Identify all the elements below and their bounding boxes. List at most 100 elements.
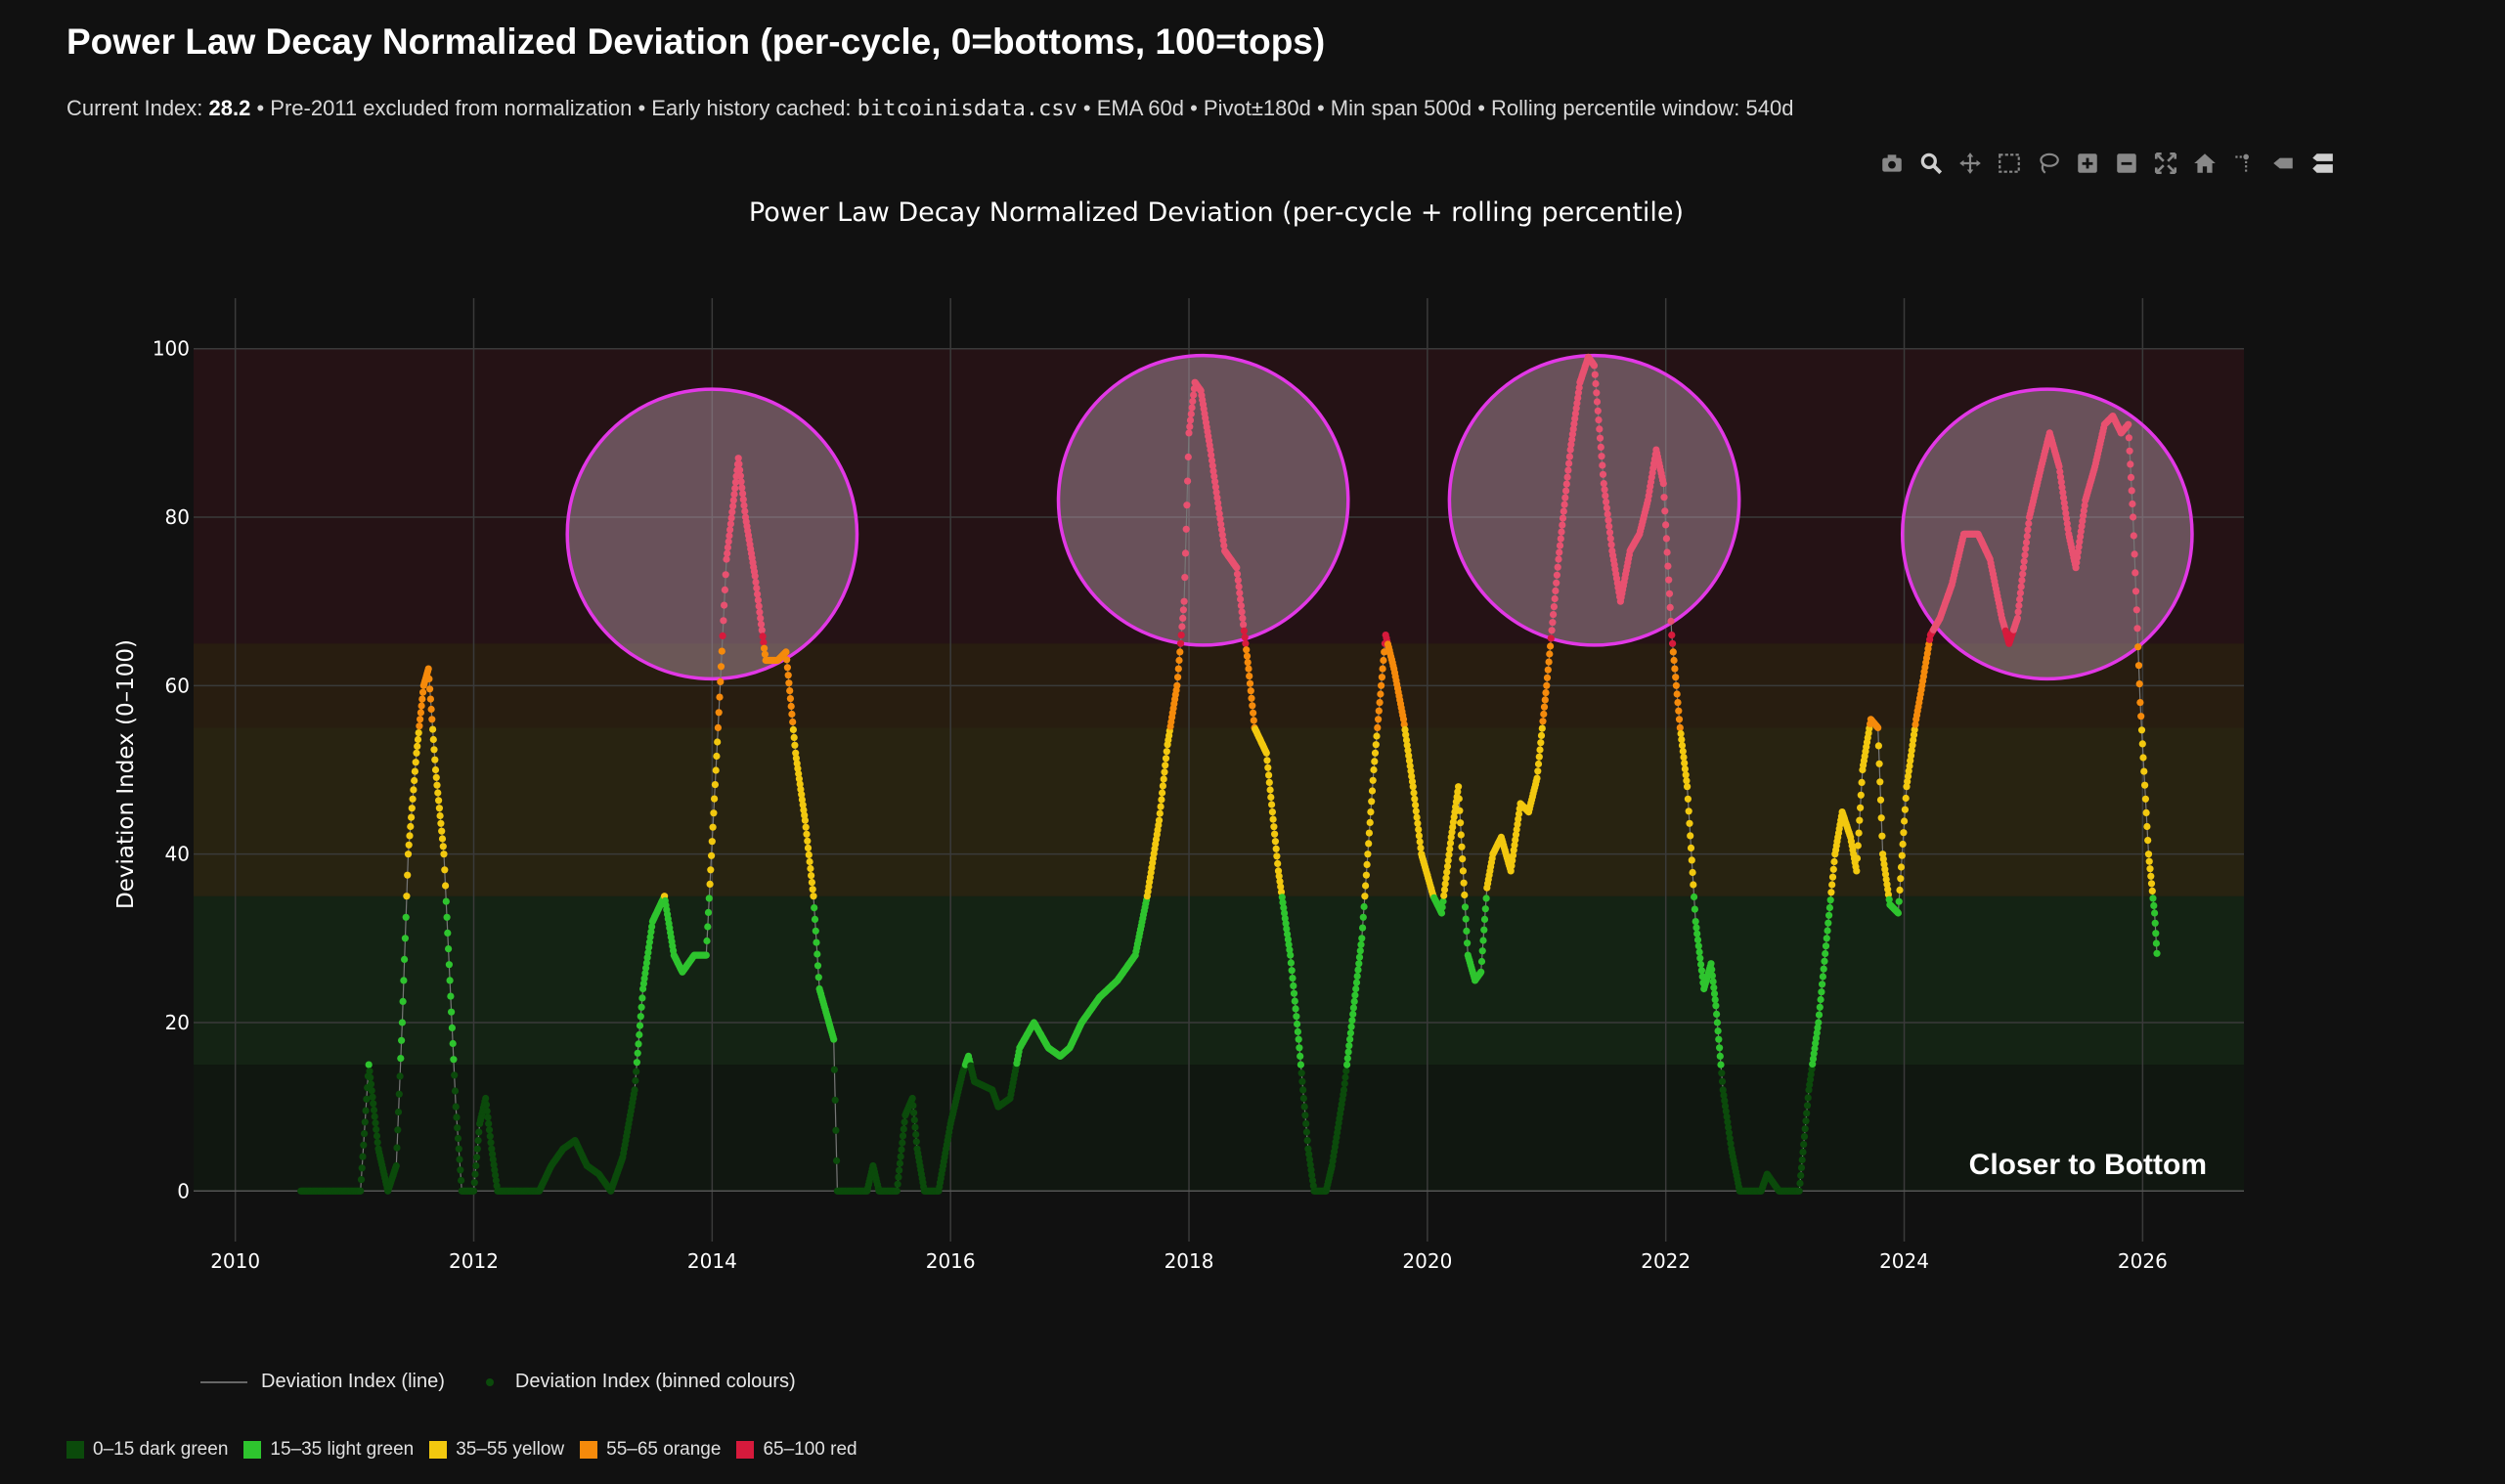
series-marker bbox=[1463, 927, 1471, 936]
lasso-select-icon[interactable] bbox=[2034, 149, 2063, 178]
x-tick-label: 2010 bbox=[210, 1249, 260, 1273]
series-marker bbox=[454, 1134, 462, 1143]
series-marker bbox=[1710, 983, 1718, 991]
series-marker bbox=[425, 675, 433, 683]
series-marker bbox=[458, 1176, 465, 1185]
series-marker bbox=[1438, 903, 1446, 911]
series-marker bbox=[1268, 801, 1276, 808]
series-marker bbox=[1210, 472, 1218, 480]
series-marker bbox=[830, 1035, 838, 1043]
series-marker bbox=[2022, 545, 2030, 552]
bin-label: 55–65 orange bbox=[606, 1439, 722, 1460]
reset-axes-icon[interactable] bbox=[2190, 149, 2219, 178]
series-marker bbox=[1274, 859, 1282, 868]
series-marker bbox=[358, 1164, 366, 1172]
series-marker bbox=[2025, 519, 2033, 528]
y-tick-label: 100 bbox=[153, 337, 190, 361]
series-marker bbox=[2018, 577, 2026, 585]
legend-item-binned[interactable]: Deviation Index (binned colours) bbox=[478, 1371, 796, 1393]
series-marker bbox=[632, 1076, 639, 1085]
series-marker bbox=[1343, 1055, 1351, 1063]
series-marker bbox=[1672, 674, 1680, 681]
autoscale-icon[interactable] bbox=[2151, 149, 2180, 178]
spike-lines-icon[interactable] bbox=[2229, 149, 2259, 178]
series-marker bbox=[392, 1161, 400, 1170]
series-marker bbox=[1904, 777, 1912, 786]
series-marker bbox=[1346, 1035, 1354, 1043]
series-marker bbox=[1283, 925, 1291, 933]
series-marker bbox=[1208, 457, 1216, 464]
series-marker bbox=[1439, 897, 1447, 905]
zoom-out-icon[interactable] bbox=[2112, 149, 2141, 178]
zoom-in-icon[interactable] bbox=[2073, 149, 2102, 178]
series-marker bbox=[644, 948, 652, 957]
series-marker bbox=[1362, 882, 1370, 890]
series-marker bbox=[1681, 760, 1689, 767]
series-marker bbox=[795, 769, 803, 778]
series-marker bbox=[2062, 514, 2071, 522]
series-marker bbox=[448, 1008, 456, 1016]
legend-item-line[interactable]: Deviation Index (line) bbox=[200, 1371, 445, 1393]
series-marker bbox=[1213, 494, 1221, 502]
series-marker bbox=[1181, 574, 1189, 582]
series-marker bbox=[1684, 795, 1692, 803]
series-marker bbox=[1662, 521, 1670, 529]
hover-closest-icon[interactable] bbox=[2268, 149, 2298, 178]
series-marker bbox=[1477, 968, 1485, 976]
series-marker bbox=[1399, 716, 1408, 723]
series-marker bbox=[1806, 1081, 1814, 1089]
series-marker bbox=[1512, 836, 1519, 844]
series-marker bbox=[1899, 840, 1907, 849]
series-marker bbox=[1186, 422, 1194, 430]
series-marker bbox=[1163, 748, 1170, 756]
series-marker bbox=[1371, 758, 1379, 765]
status-details: • Pre-2011 excluded from normalization •… bbox=[250, 96, 857, 120]
series-marker bbox=[1683, 777, 1691, 785]
series-marker bbox=[418, 702, 425, 710]
series-marker bbox=[754, 596, 763, 604]
series-marker bbox=[1243, 646, 1251, 654]
series-marker bbox=[1440, 886, 1449, 894]
series-marker bbox=[411, 767, 418, 775]
series-marker bbox=[408, 813, 416, 821]
series-marker bbox=[1359, 924, 1367, 932]
series-marker bbox=[2017, 583, 2025, 590]
series-marker bbox=[407, 822, 415, 831]
series-marker bbox=[442, 897, 450, 905]
series-marker bbox=[1349, 1004, 1357, 1012]
series-marker bbox=[1599, 470, 1607, 478]
series-marker bbox=[1796, 1179, 1804, 1187]
zoom-icon[interactable] bbox=[1916, 149, 1946, 178]
hover-compare-icon[interactable] bbox=[2307, 149, 2337, 178]
series-marker bbox=[1282, 920, 1290, 928]
series-marker bbox=[1567, 441, 1575, 449]
camera-icon[interactable] bbox=[1877, 149, 1907, 178]
series-marker bbox=[1266, 786, 1274, 794]
series-marker bbox=[368, 1087, 375, 1095]
series-marker bbox=[753, 585, 761, 592]
series-marker bbox=[1455, 795, 1463, 803]
series-marker bbox=[438, 835, 447, 843]
series-marker bbox=[1296, 1044, 1303, 1052]
series-marker bbox=[702, 951, 710, 959]
series-marker bbox=[1681, 765, 1689, 773]
series-marker bbox=[453, 1113, 461, 1121]
series-marker bbox=[1446, 845, 1454, 853]
series-marker bbox=[1717, 1061, 1725, 1069]
series-marker bbox=[1176, 639, 1185, 647]
series-marker bbox=[1400, 720, 1408, 728]
series-marker bbox=[783, 664, 792, 672]
series-marker bbox=[1509, 856, 1516, 864]
box-select-icon[interactable] bbox=[1995, 149, 2024, 178]
series-marker bbox=[417, 716, 424, 723]
series-deviation-index[interactable] bbox=[297, 353, 2161, 1195]
series-marker bbox=[1461, 891, 1469, 899]
series-marker bbox=[1590, 362, 1599, 370]
series-marker bbox=[1821, 957, 1828, 965]
series-marker bbox=[489, 1156, 497, 1163]
series-marker bbox=[1548, 627, 1556, 634]
series-marker bbox=[492, 1171, 500, 1179]
series-marker bbox=[491, 1166, 499, 1174]
pan-icon[interactable] bbox=[1956, 149, 1985, 178]
